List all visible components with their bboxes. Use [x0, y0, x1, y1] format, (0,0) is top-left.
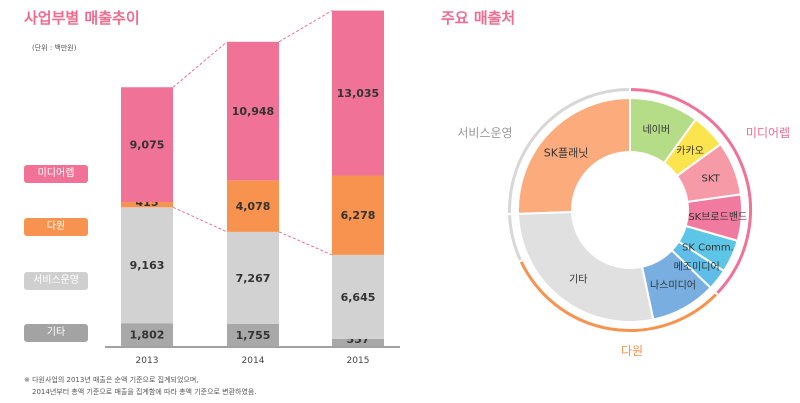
legend-dawon: 다원 — [24, 218, 88, 236]
data-label-media-2013: 9,075 — [130, 139, 165, 152]
outer-ring-2 — [506, 85, 631, 216]
outer-ring-label-0: 미디어렙 — [746, 126, 790, 140]
legend-service: 서비스운영 — [24, 272, 88, 290]
data-label-media-2014: 10,948 — [232, 105, 274, 118]
donut-label-6: 메조미디어 — [674, 261, 720, 273]
bar-segment-service-2015 — [332, 254, 384, 339]
x-tick-2013: 2013 — [136, 356, 159, 366]
bar-segment-media-2015 — [332, 10, 384, 176]
outer-ring-service-ext — [506, 213, 525, 264]
donut-label-5: SK Comm. — [682, 242, 734, 253]
data-label-dawon-2015: 6,278 — [341, 209, 376, 222]
donut-label-3: SKT — [702, 173, 721, 184]
data-label-etc-2014: 1,755 — [236, 329, 271, 342]
unit-label: (단위 : 백만원) — [32, 44, 77, 52]
bar-segment-etc-2014 — [227, 323, 279, 346]
donut-chart-title: 주요 매출처 — [441, 9, 516, 27]
data-label-service-2013: 9,163 — [130, 259, 165, 272]
data-label-dawon-2014: 4,078 — [236, 200, 271, 213]
connector-bottom-0 — [172, 206, 228, 233]
connector-top-1 — [278, 10, 333, 43]
outer-ring-label-1: 다원 — [621, 344, 643, 358]
legend-media: 미디어렙 — [24, 165, 88, 183]
footnote-line-1: ※ 다원사업의 2013년 매출은 순액 기준으로 집계되었으며, — [24, 376, 199, 384]
data-label-service-2015: 6,645 — [341, 291, 376, 304]
data-label-etc-2013: 1,802 — [130, 329, 165, 342]
bar-segment-dawon-2013 — [121, 202, 173, 208]
bar-chart-title: 사업부별 매출추이 — [24, 9, 140, 27]
footnote-line-2: 2014년부터 총액 기준으로 매출을 집계함에 따라 총액 기준으로 변환하였… — [32, 388, 257, 396]
donut-label-4: SK브로드밴드 — [688, 211, 747, 223]
donut-label-7: 나스미디어 — [650, 279, 696, 291]
data-label-media-2015: 13,035 — [337, 87, 379, 100]
bar-segment-dawon-2014 — [227, 180, 279, 232]
donut-label-2: 카카오 — [676, 145, 704, 157]
bar-segment-dawon-2015 — [332, 175, 384, 255]
donut-label-0: SK플래닛 — [544, 146, 589, 159]
bar-segment-service-2014 — [227, 231, 279, 324]
stacked-bar-chart: 1,8029,1634159,07520131,7557,2674,07810,… — [105, 10, 400, 366]
donut-label-1: 네이버 — [642, 124, 670, 136]
bar-segment-etc-2015 — [332, 338, 384, 346]
donut-slice-0 — [517, 96, 631, 215]
bar-segment-media-2013 — [121, 87, 173, 203]
donut-label-8: 기타 — [569, 274, 587, 286]
connector-top-0 — [172, 41, 228, 88]
outer-ring-label-2: 서비스운영 — [457, 126, 512, 140]
connector-bottom-1 — [278, 231, 333, 256]
x-tick-2015: 2015 — [347, 356, 370, 366]
x-tick-2014: 2014 — [242, 356, 265, 366]
legend-etc: 기타 — [24, 324, 88, 342]
bar-segment-media-2014 — [227, 41, 279, 181]
bar-segment-etc-2013 — [121, 323, 173, 346]
data-label-service-2014: 7,267 — [236, 272, 271, 285]
bar-segment-service-2013 — [121, 207, 173, 324]
donut-slice-8 — [517, 210, 655, 323]
